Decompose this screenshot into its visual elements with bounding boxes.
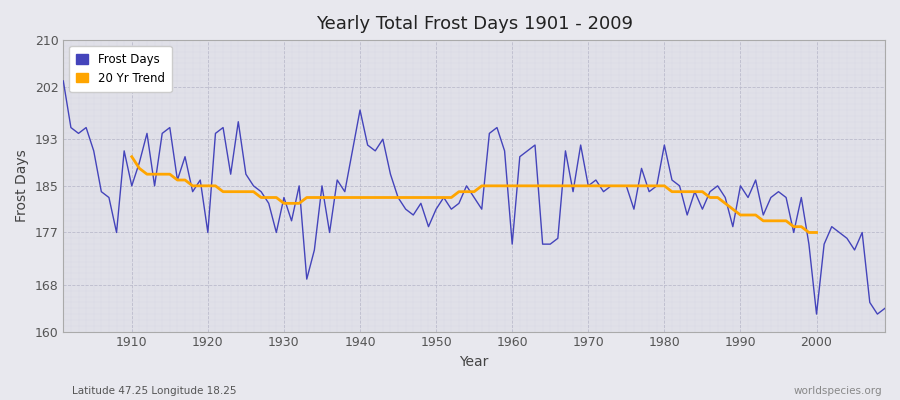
Text: Latitude 47.25 Longitude 18.25: Latitude 47.25 Longitude 18.25 — [72, 386, 237, 396]
Title: Yearly Total Frost Days 1901 - 2009: Yearly Total Frost Days 1901 - 2009 — [316, 15, 633, 33]
Y-axis label: Frost Days: Frost Days — [15, 150, 29, 222]
X-axis label: Year: Year — [460, 355, 489, 369]
Text: worldspecies.org: worldspecies.org — [794, 386, 882, 396]
Legend: Frost Days, 20 Yr Trend: Frost Days, 20 Yr Trend — [69, 46, 172, 92]
